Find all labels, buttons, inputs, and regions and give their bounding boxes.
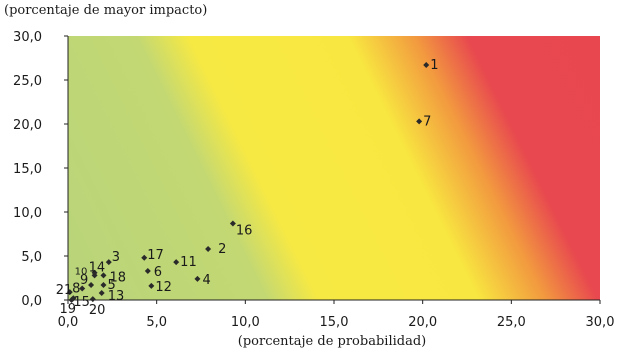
point-label-3: 3 xyxy=(112,250,120,265)
y-tick-label: 30,0 xyxy=(13,30,42,45)
point-marker-12 xyxy=(148,282,155,289)
x-tick-label: 20,0 xyxy=(408,315,437,330)
point-label-4: 4 xyxy=(202,273,210,288)
point-marker-6 xyxy=(144,267,151,274)
point-label-13: 13 xyxy=(108,289,125,304)
y-tick-label: 15,0 xyxy=(13,162,42,177)
x-tick-label: 30,0 xyxy=(586,315,615,330)
point-marker-4 xyxy=(194,275,201,282)
point-marker-17 xyxy=(141,254,148,261)
x-tick-label: 25,0 xyxy=(497,315,526,330)
point-label-18: 18 xyxy=(109,270,126,285)
y-tick-label: 10,0 xyxy=(13,206,42,221)
point-marker-5 xyxy=(100,282,107,289)
x-axis-label: (porcentaje de probabilidad) xyxy=(237,334,427,349)
point-marker-20 xyxy=(89,296,96,303)
point-marker-9 xyxy=(88,282,95,289)
point-label-7: 7 xyxy=(423,114,431,129)
point-marker-3 xyxy=(105,259,112,266)
point-label-8: 8 xyxy=(72,282,80,297)
point-label-11: 11 xyxy=(180,255,197,270)
x-tick-label: 5,0 xyxy=(146,315,167,330)
y-tick-label: 20,0 xyxy=(13,118,42,133)
point-label-15: 15 xyxy=(73,295,90,310)
point-marker-21 xyxy=(66,289,73,296)
y-tick-label: 5,0 xyxy=(21,250,42,265)
point-label-12: 12 xyxy=(155,280,172,295)
point-label-9: 9 xyxy=(80,273,88,288)
point-label-17: 17 xyxy=(147,248,164,263)
point-label-14: 14 xyxy=(89,261,106,276)
point-marker-18 xyxy=(100,272,107,279)
y-axis-label: (porcentaje de mayor impacto) xyxy=(4,3,208,18)
point-marker-13 xyxy=(98,289,105,296)
point-label-21: 21 xyxy=(56,283,73,298)
point-label-20: 20 xyxy=(89,303,106,318)
point-label-16: 16 xyxy=(236,223,253,238)
point-marker-7 xyxy=(416,118,423,125)
point-label-1: 1 xyxy=(430,58,438,73)
point-marker-1 xyxy=(423,62,430,69)
point-marker-2 xyxy=(205,245,212,252)
point-marker-10 xyxy=(91,272,98,279)
point-marker-19 xyxy=(68,297,75,303)
point-marker-8 xyxy=(79,285,86,292)
tick-labels: 0,0 5,0 10,0 15,0 20,0 25,0 30,0 0,0 5,0 10,0 15,0… xyxy=(13,30,614,330)
point-marker-16 xyxy=(229,220,236,227)
x-tick-label: 0,0 xyxy=(58,315,79,330)
y-tick-label: 0,0 xyxy=(21,294,42,309)
point-label-5: 5 xyxy=(107,278,115,293)
point-label-19: 19 xyxy=(60,302,77,317)
plot-background xyxy=(68,36,600,300)
point-label-2: 2 xyxy=(218,242,226,257)
x-tick-label: 10,0 xyxy=(231,315,260,330)
point-label-10: 10 xyxy=(75,266,88,277)
point-label-6: 6 xyxy=(154,265,162,280)
y-tick-label: 25,0 xyxy=(13,74,42,89)
x-tick-label: 15,0 xyxy=(320,315,349,330)
point-marker-11 xyxy=(173,259,180,266)
